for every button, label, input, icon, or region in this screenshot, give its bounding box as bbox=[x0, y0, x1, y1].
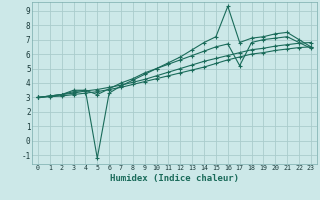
X-axis label: Humidex (Indice chaleur): Humidex (Indice chaleur) bbox=[110, 174, 239, 183]
